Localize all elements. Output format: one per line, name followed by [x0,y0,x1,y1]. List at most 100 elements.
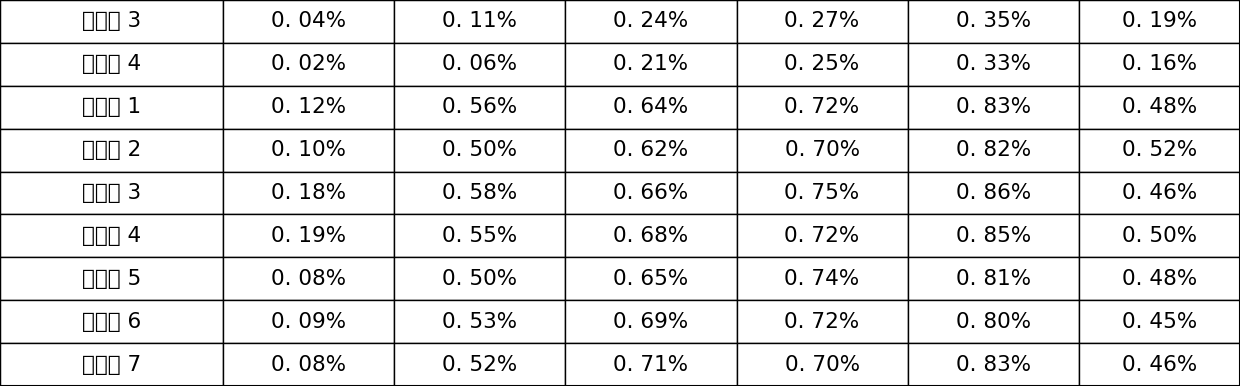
Bar [1079,86,1240,129]
Text: 0. 52%: 0. 52% [1122,140,1197,160]
Bar [223,215,394,257]
Text: 0. 50%: 0. 50% [443,269,517,289]
Text: 对比例 3: 对比例 3 [82,183,141,203]
Text: 0. 72%: 0. 72% [785,312,859,332]
Bar [0,86,223,129]
Bar [737,43,908,86]
Text: 0. 21%: 0. 21% [614,54,688,74]
Text: 0. 50%: 0. 50% [443,140,517,160]
Bar [737,300,908,343]
Text: 对比例 4: 对比例 4 [82,226,141,246]
Bar [737,215,908,257]
Bar [223,0,394,43]
Text: 0. 50%: 0. 50% [1122,226,1197,246]
Text: 0. 80%: 0. 80% [956,312,1030,332]
Bar [394,0,565,43]
Text: 对比例 1: 对比例 1 [82,97,141,117]
Bar [223,86,394,129]
Bar [394,257,565,300]
Text: 0. 66%: 0. 66% [614,183,688,203]
Bar [0,0,223,43]
Bar [1079,129,1240,171]
Text: 0. 62%: 0. 62% [614,140,688,160]
Bar [565,129,737,171]
Text: 0. 65%: 0. 65% [614,269,688,289]
Bar [565,300,737,343]
Bar [908,171,1079,215]
Text: 0. 81%: 0. 81% [956,269,1030,289]
Text: 0. 08%: 0. 08% [272,269,346,289]
Text: 0. 64%: 0. 64% [614,97,688,117]
Bar [1079,343,1240,386]
Bar [1079,215,1240,257]
Text: 对比例 5: 对比例 5 [82,269,141,289]
Text: 0. 83%: 0. 83% [956,355,1030,374]
Text: 0. 74%: 0. 74% [785,269,859,289]
Bar [394,129,565,171]
Bar [908,215,1079,257]
Bar [908,343,1079,386]
Text: 0. 56%: 0. 56% [443,97,517,117]
Bar [223,343,394,386]
Text: 0. 71%: 0. 71% [614,355,688,374]
Bar [908,43,1079,86]
Bar [394,343,565,386]
Bar [0,215,223,257]
Text: 0. 46%: 0. 46% [1122,355,1197,374]
Text: 0. 16%: 0. 16% [1122,54,1197,74]
Bar [223,300,394,343]
Text: 0. 19%: 0. 19% [272,226,346,246]
Text: 0. 68%: 0. 68% [614,226,688,246]
Text: 0. 85%: 0. 85% [956,226,1030,246]
Bar [737,86,908,129]
Text: 0. 08%: 0. 08% [272,355,346,374]
Bar [1079,0,1240,43]
Bar [394,215,565,257]
Bar [565,0,737,43]
Bar [737,0,908,43]
Text: 0. 72%: 0. 72% [785,226,859,246]
Bar [1079,300,1240,343]
Bar [0,343,223,386]
Text: 0. 45%: 0. 45% [1122,312,1197,332]
Text: 0. 24%: 0. 24% [614,12,688,31]
Text: 0. 09%: 0. 09% [272,312,346,332]
Bar [908,300,1079,343]
Text: 0. 58%: 0. 58% [443,183,517,203]
Text: 0. 48%: 0. 48% [1122,269,1197,289]
Text: 0. 53%: 0. 53% [443,312,517,332]
Text: 0. 52%: 0. 52% [443,355,517,374]
Bar [0,129,223,171]
Bar [0,171,223,215]
Text: 对比例 7: 对比例 7 [82,355,141,374]
Text: 0. 06%: 0. 06% [443,54,517,74]
Text: 0. 04%: 0. 04% [272,12,346,31]
Bar [565,86,737,129]
Text: 实施例 4: 实施例 4 [82,54,141,74]
Text: 0. 19%: 0. 19% [1122,12,1197,31]
Bar [737,171,908,215]
Bar [223,257,394,300]
Bar [394,86,565,129]
Bar [394,300,565,343]
Bar [565,343,737,386]
Bar [1079,171,1240,215]
Bar [908,0,1079,43]
Text: 0. 33%: 0. 33% [956,54,1030,74]
Bar [223,129,394,171]
Text: 0. 25%: 0. 25% [785,54,859,74]
Text: 0. 70%: 0. 70% [785,355,859,374]
Text: 0. 35%: 0. 35% [956,12,1030,31]
Bar [0,43,223,86]
Text: 0. 46%: 0. 46% [1122,183,1197,203]
Bar [223,171,394,215]
Text: 0. 11%: 0. 11% [443,12,517,31]
Text: 0. 10%: 0. 10% [272,140,346,160]
Bar [394,43,565,86]
Text: 对比例 2: 对比例 2 [82,140,141,160]
Text: 0. 82%: 0. 82% [956,140,1030,160]
Text: 0. 55%: 0. 55% [443,226,517,246]
Bar [1079,43,1240,86]
Text: 0. 72%: 0. 72% [785,97,859,117]
Text: 0. 12%: 0. 12% [272,97,346,117]
